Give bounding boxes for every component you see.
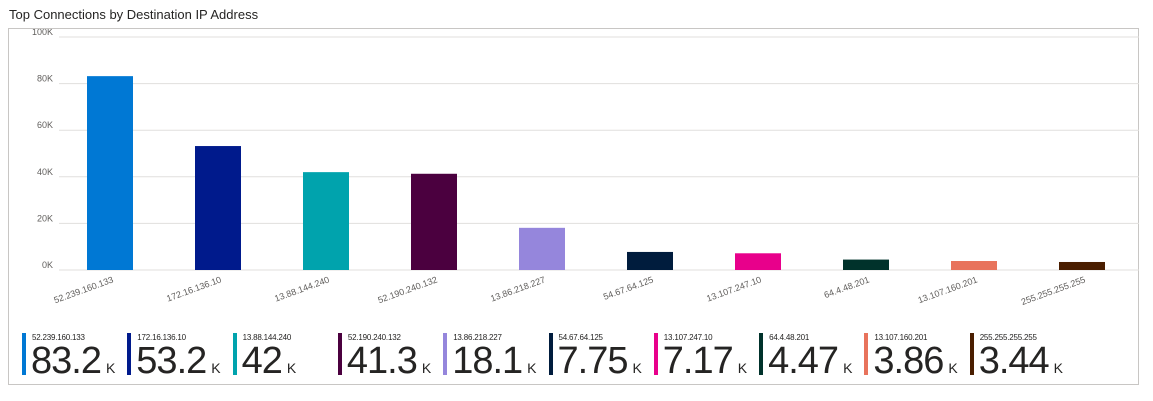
y-tick-label: 80K [37, 74, 53, 84]
legend-card[interactable]: 172.16.136.10 53.2 K [127, 333, 231, 380]
legend-label: 13.88.144.240 [242, 333, 292, 342]
legend-color-bar [653, 333, 658, 375]
legend-card[interactable]: 64.4.48.201 4.47 K [759, 333, 863, 380]
legend-value-number: 83.2 [31, 340, 102, 382]
legend-card[interactable]: 13.86.218.227 18.1 K [443, 333, 547, 380]
legend-card[interactable]: 13.107.160.201 3.86 K [864, 333, 968, 380]
legend-value: 4.47 K [768, 342, 852, 387]
bar-chart: 0K 20K 40K 60K 80K 100K 52.239.160.133 172.16.1… [32, 29, 1139, 307]
legend-value: 83.2 K [31, 342, 115, 387]
bar-13.107.160.201[interactable] [951, 261, 997, 270]
legend-value: 7.17 K [663, 342, 747, 387]
legend-label: 13.107.160.201 [874, 333, 928, 342]
legend-value-unit: K [105, 360, 116, 376]
legend-color-bar [337, 333, 342, 375]
legend-value-unit: K [211, 360, 221, 376]
legend-value-unit: K [1053, 360, 1063, 376]
legend-value-number: 41.3 [346, 340, 418, 382]
y-tick-label: 20K [37, 213, 53, 223]
legend-card[interactable]: 13.88.144.240 42 K [232, 333, 337, 380]
legend-value: 3.44 K [979, 342, 1063, 387]
legend-color-bar [232, 333, 237, 375]
legend-card[interactable]: 52.239.160.133 83.2 K [22, 333, 126, 380]
x-tick-label: 13.88.144.240 [273, 274, 331, 303]
bar-54.67.64.125[interactable] [627, 251, 673, 270]
bar-52.190.240.132[interactable] [411, 173, 457, 270]
legend-value-unit: K [527, 360, 537, 376]
legend-value: 41.3 K [347, 342, 431, 387]
legend-value: 53.2 K [136, 342, 220, 387]
legend-color-bar [127, 333, 132, 375]
y-tick-label: 40K [37, 167, 53, 177]
x-tick-label: 255.255.255.255 [1020, 274, 1087, 307]
legend-card[interactable]: 13.107.247.10 7.17 K [653, 333, 758, 380]
legend-value-number: 7.17 [662, 340, 734, 382]
legend-value: 3.86 K [873, 342, 957, 387]
legend-value-number: 7.75 [557, 340, 629, 382]
legend-label: 52.239.160.133 [32, 333, 85, 342]
bar-13.88.144.240[interactable] [303, 172, 349, 270]
legend-label: 172.16.136.10 [137, 333, 186, 342]
legend-color-bar [443, 333, 448, 375]
x-tick-label: 13.107.160.201 [916, 274, 978, 305]
legend-value-unit: K [286, 360, 297, 376]
legend-value-number: 42 [241, 340, 283, 382]
legend-value-number: 3.86 [873, 340, 944, 382]
x-tick-label: 52.239.160.133 [52, 274, 114, 305]
legend-value-unit: K [632, 360, 642, 376]
bar-255.255.255.255[interactable] [1059, 261, 1105, 270]
bar-13.107.247.10[interactable] [735, 253, 781, 270]
legend-color-bar [548, 333, 553, 375]
legend-label: 64.4.48.201 [769, 333, 810, 342]
bar-52.239.160.133[interactable] [87, 76, 133, 270]
chart-title: Top Connections by Destination IP Addres… [9, 7, 259, 22]
x-tick-label: 54.67.64.125 [602, 274, 655, 301]
legend-label: 13.86.218.227 [453, 333, 502, 342]
bar-172.16.136.10[interactable] [195, 146, 241, 270]
legend-value-number: 18.1 [452, 340, 523, 382]
y-tick-label: 60K [37, 120, 53, 130]
legend-card[interactable]: 54.67.64.125 7.75 K [548, 333, 653, 380]
legend-value-number: 53.2 [136, 340, 207, 382]
legend-label: 54.67.64.125 [558, 333, 604, 342]
legend-label: 52.190.240.132 [347, 333, 401, 342]
legend-color-bar [864, 333, 869, 375]
legend-value-unit: K [948, 360, 958, 376]
legend-value-number: 3.44 [978, 340, 1050, 382]
chart-panel: 0K 20K 40K 60K 80K 100K 52.239.160.133 172.16.1… [8, 28, 1139, 385]
legend-value: 42 K [242, 342, 297, 387]
legend-value-number: 4.47 [768, 340, 839, 382]
legend-value-unit: K [737, 360, 748, 376]
legend-label: 255.255.255.255 [979, 333, 1037, 342]
x-tick-label: 172.16.136.10 [165, 274, 223, 303]
legend-card[interactable]: 255.255.255.255 3.44 K [969, 333, 1074, 380]
legend-value-unit: K [843, 360, 853, 376]
legend-color-bar [22, 333, 26, 375]
legend-value: 7.75 K [558, 342, 642, 387]
bar-64.4.48.201[interactable] [843, 259, 889, 270]
legend-value: 18.1 K [452, 342, 536, 387]
legend-card[interactable]: 52.190.240.132 41.3 K [337, 333, 442, 380]
x-tick-label: 64.4.48.201 [823, 274, 871, 300]
y-tick-label: 0K [42, 260, 53, 270]
x-tick-label: 13.86.218.227 [489, 274, 547, 303]
legend-color-bar [759, 333, 764, 375]
legend-color-bar [969, 333, 974, 375]
bar-13.86.218.227[interactable] [519, 227, 565, 270]
x-tick-label: 13.107.247.10 [705, 274, 763, 303]
x-tick-label: 52.190.240.132 [376, 274, 438, 305]
legend-value-unit: K [421, 360, 432, 376]
legend-label: 13.107.247.10 [663, 333, 713, 342]
y-tick-label: 100K [32, 29, 53, 37]
legend: 52.239.160.133 83.2 K 172.16.136.10 53.2 K 13.… [22, 333, 1142, 380]
